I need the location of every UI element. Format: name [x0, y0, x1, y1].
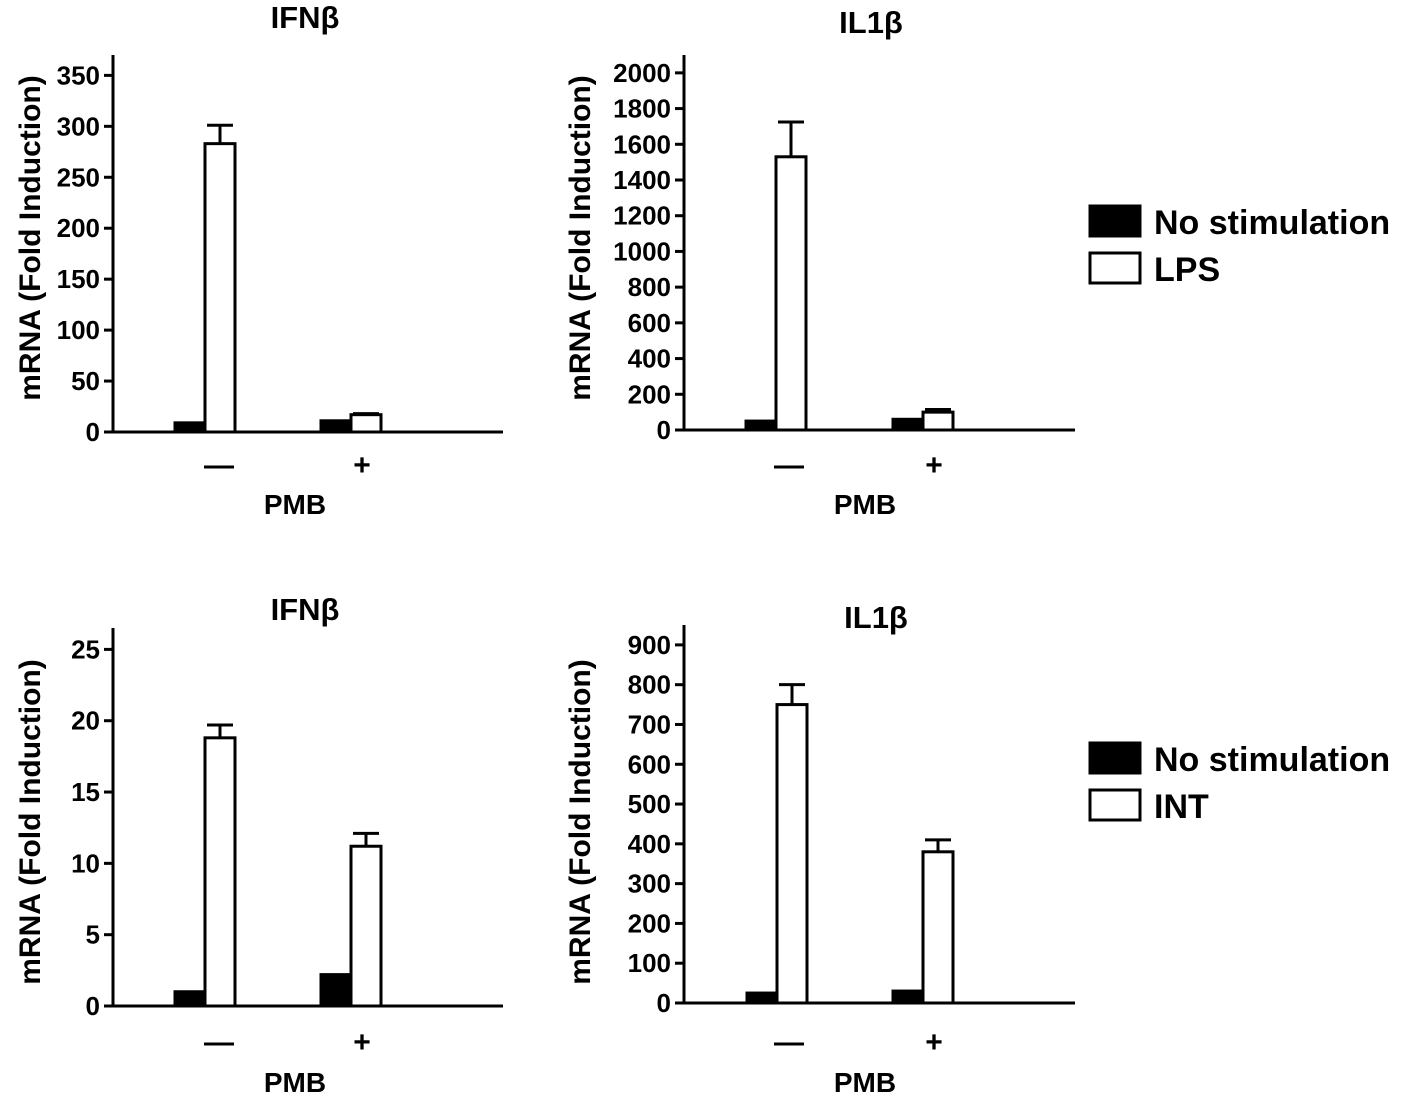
legend-label-stimulated: LPS [1154, 251, 1220, 289]
bar-stimulated [774, 155, 808, 432]
x-axis-label: PMB [264, 1067, 326, 1095]
y-tick-label: 0 [657, 988, 671, 1018]
x-category-plus: + [353, 449, 371, 482]
y-tick-label: 0 [86, 417, 100, 447]
y-tick-label: 500 [628, 789, 671, 819]
y-tick-label: 0 [86, 991, 100, 1021]
y-tick-label: 1200 [613, 201, 671, 231]
y-tick-label: 1600 [613, 129, 671, 159]
y-tick-label: 150 [57, 264, 100, 294]
bar-no-stimulation [891, 417, 925, 432]
y-tick-label: 15 [71, 777, 100, 807]
y-tick-label: 800 [628, 272, 671, 302]
bar-no-stimulation [173, 421, 207, 434]
y-tick-label: 50 [71, 366, 100, 396]
x-axis-label: PMB [834, 1067, 896, 1095]
y-tick-label: 20 [71, 706, 100, 736]
y-tick-label: 400 [628, 829, 671, 859]
bar-no-stimulation [744, 419, 778, 432]
bar-stimulated [349, 844, 383, 1008]
y-tick-label: 5 [86, 920, 100, 950]
y-tick-label: 600 [628, 749, 671, 779]
y-axis-label: mRNA (Fold Induction) [14, 659, 47, 985]
bar-no-stimulation [173, 990, 207, 1008]
y-tick-label: 25 [71, 634, 100, 664]
y-tick-label: 1800 [613, 94, 671, 124]
x-axis-label: PMB [834, 489, 896, 520]
bar-stimulated [775, 703, 809, 1005]
y-axis-label: mRNA (Fold Induction) [564, 75, 597, 401]
panel-title: IL1β [839, 5, 903, 40]
bar-no-stimulation [319, 973, 353, 1008]
y-tick-label: 200 [628, 908, 671, 938]
y-tick-label: 350 [57, 60, 100, 90]
y-tick-label: 1400 [613, 165, 671, 195]
bar-stimulated [921, 410, 955, 432]
x-category-minus: — [774, 449, 804, 482]
x-category-minus: — [204, 449, 234, 482]
x-axis-label: PMB [264, 489, 326, 520]
panel-title: IFNβ [271, 592, 340, 627]
y-tick-label: 2000 [613, 58, 671, 88]
y-tick-label: 200 [57, 213, 100, 243]
y-tick-label: 700 [628, 709, 671, 739]
panel-title: IL1β [844, 600, 908, 635]
bar-no-stimulation [745, 991, 779, 1005]
y-tick-label: 300 [628, 869, 671, 899]
bar-stimulated [349, 413, 383, 434]
bar-stimulated [921, 850, 955, 1005]
bar-stimulated [203, 736, 237, 1008]
x-category-plus: + [925, 1026, 943, 1059]
y-tick-label: 10 [71, 848, 100, 878]
panel-title: IFNβ [271, 0, 340, 35]
legend-label-no-stimulation: No stimulation [1154, 204, 1390, 242]
legend-swatch-no-stimulation [1088, 741, 1142, 775]
y-tick-label: 250 [57, 162, 100, 192]
x-category-minus: — [774, 1026, 804, 1059]
legend-swatch-stimulated [1088, 788, 1142, 822]
legend-swatch-stimulated [1088, 251, 1142, 285]
y-tick-label: 400 [628, 344, 671, 374]
y-tick-label: 0 [657, 415, 671, 445]
legend-label-stimulated: INT [1154, 788, 1209, 826]
y-tick-label: 900 [628, 630, 671, 660]
y-tick-label: 200 [628, 379, 671, 409]
x-category-plus: + [353, 1026, 371, 1059]
y-tick-label: 100 [57, 315, 100, 345]
bar-stimulated [203, 142, 237, 434]
y-axis-label: mRNA (Fold Induction) [14, 75, 47, 401]
y-tick-label: 100 [628, 948, 671, 978]
legend-label-no-stimulation: No stimulation [1154, 741, 1390, 779]
y-tick-label: 600 [628, 308, 671, 338]
bar-no-stimulation [319, 419, 353, 434]
y-tick-label: 1000 [613, 236, 671, 266]
y-tick-label: 300 [57, 111, 100, 141]
x-category-plus: + [925, 449, 943, 482]
legend-swatch-no-stimulation [1088, 204, 1142, 238]
x-category-minus: — [204, 1026, 234, 1059]
y-axis-label: mRNA (Fold Induction) [564, 659, 597, 985]
y-tick-label: 800 [628, 670, 671, 700]
bar-no-stimulation [891, 989, 925, 1005]
